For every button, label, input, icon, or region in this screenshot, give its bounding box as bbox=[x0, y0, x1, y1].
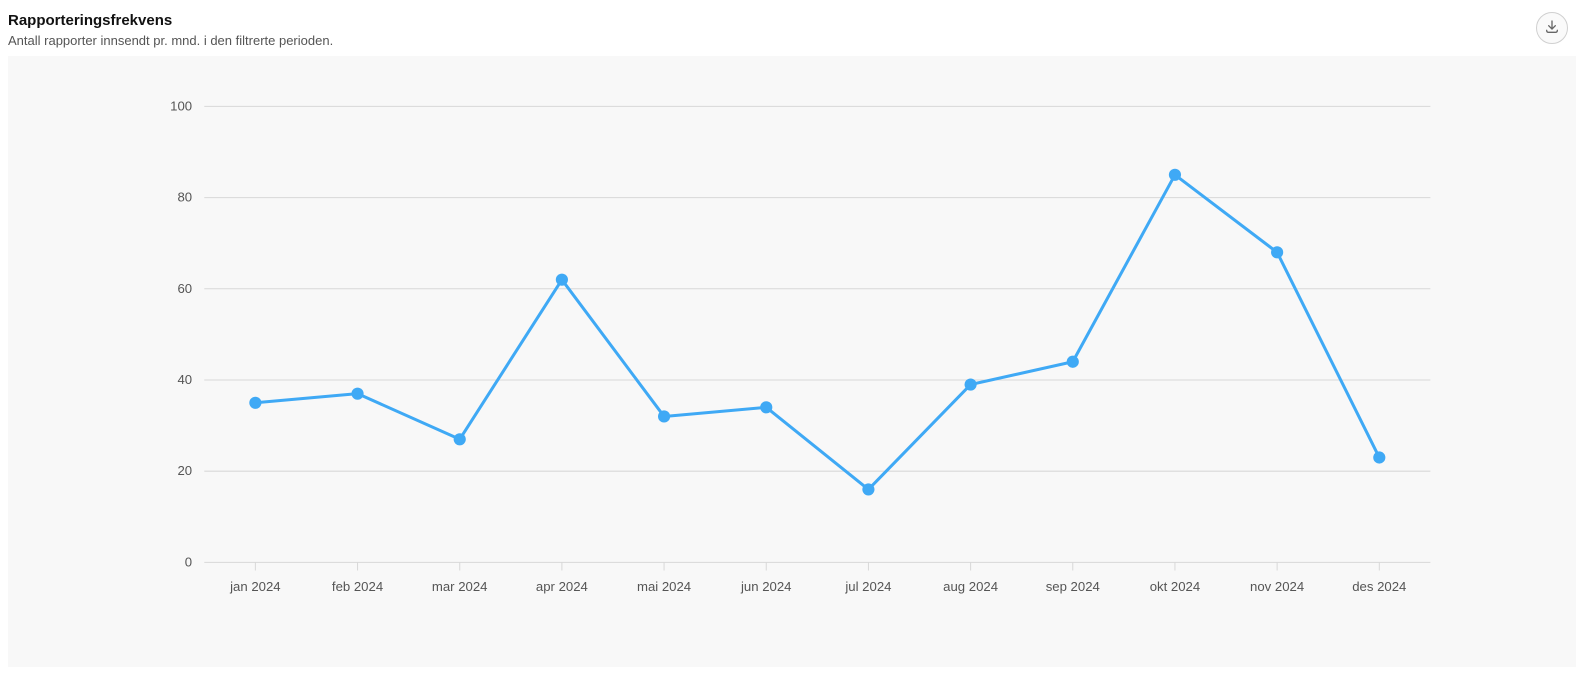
svg-text:nov 2024: nov 2024 bbox=[1250, 579, 1304, 594]
chart-titles: Rapporteringsfrekvens Antall rapporter i… bbox=[8, 12, 333, 48]
svg-text:okt 2024: okt 2024 bbox=[1150, 579, 1200, 594]
svg-text:80: 80 bbox=[177, 190, 192, 205]
svg-text:jan 2024: jan 2024 bbox=[229, 579, 280, 594]
svg-text:des 2024: des 2024 bbox=[1352, 579, 1406, 594]
svg-text:mai 2024: mai 2024 bbox=[637, 579, 691, 594]
chart-title: Rapporteringsfrekvens bbox=[8, 12, 333, 29]
svg-text:40: 40 bbox=[177, 372, 192, 387]
chart-subtitle: Antall rapporter innsendt pr. mnd. i den… bbox=[8, 33, 333, 48]
svg-text:20: 20 bbox=[177, 463, 192, 478]
download-button[interactable] bbox=[1536, 12, 1568, 44]
svg-text:sep 2024: sep 2024 bbox=[1046, 579, 1100, 594]
svg-text:mar 2024: mar 2024 bbox=[432, 579, 488, 594]
chart-panel: 0 20 40 60 80 100 jan 2024 feb 2024 mar 2024 apr … bbox=[8, 56, 1576, 667]
svg-text:apr 2024: apr 2024 bbox=[536, 579, 588, 594]
svg-text:60: 60 bbox=[177, 281, 192, 296]
svg-text:100: 100 bbox=[170, 98, 192, 113]
line-chart: 0 20 40 60 80 100 jan 2024 feb 2024 mar 2024 apr … bbox=[32, 76, 1552, 643]
svg-text:aug 2024: aug 2024 bbox=[943, 579, 998, 594]
svg-text:feb 2024: feb 2024 bbox=[332, 579, 383, 594]
svg-text:jul 2024: jul 2024 bbox=[844, 579, 891, 594]
svg-text:jun 2024: jun 2024 bbox=[740, 579, 791, 594]
chart-header: Rapporteringsfrekvens Antall rapporter i… bbox=[8, 8, 1576, 56]
download-icon bbox=[1544, 19, 1560, 38]
svg-text:0: 0 bbox=[185, 554, 192, 569]
